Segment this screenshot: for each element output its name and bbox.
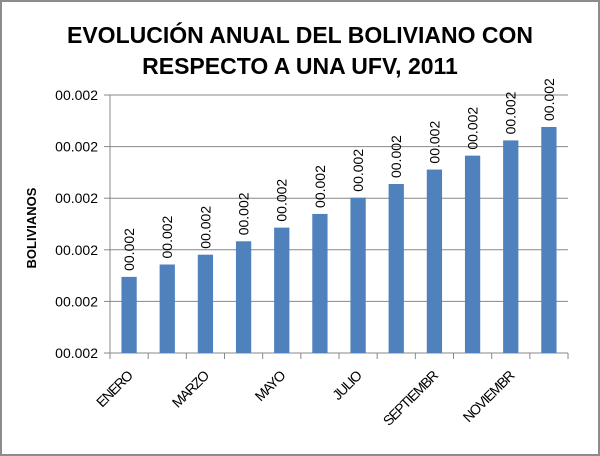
bar-septiembre [426,169,443,353]
y-tick-labels: 00.002 00.002 00.002 00.002 00.002 00.002 [55,87,98,361]
bar-enero [121,276,137,353]
bar-marzo [197,254,214,353]
gridlines [104,94,569,359]
bars [121,126,557,353]
data-label: 00.002 [503,91,519,134]
bar-febrero [159,264,175,353]
x-tick-label: SEPTIEMBR [380,367,442,429]
bar-agosto [388,184,404,353]
y-tick-label: 00.002 [55,139,98,155]
data-label: 00.002 [541,78,557,121]
y-axis-label: BOLIVIANOS [24,187,39,268]
chart-title-line-1: EVOLUCIÓN ANUAL DEL BOLIVIANO CON [67,21,533,48]
bar-junio [312,213,328,353]
data-label: 00.002 [274,179,290,222]
y-tick-label: 00.002 [55,293,98,309]
data-label: 00.002 [197,206,213,249]
bar-abril [235,241,252,353]
chart-title-line-2: RESPECTO A UNA UFV, 2011 [142,53,458,79]
x-tick-label: NOVIEMBR [460,367,518,425]
data-label: 00.002 [426,121,442,164]
data-label: 00.002 [121,228,137,271]
data-label: 00.002 [388,135,404,178]
data-label: 00.002 [236,192,252,235]
bar-mayo [274,227,290,353]
data-label: 00.002 [159,215,175,258]
y-tick-label: 00.002 [55,190,98,206]
y-tick-label: 00.002 [55,345,98,361]
data-labels: 00.002 00.002 00.002 00.002 00.002 00.002 00.0… [121,78,557,271]
data-label: 00.002 [465,107,481,150]
data-label: 00.002 [312,165,328,208]
x-tick-label: MARZO [169,367,213,411]
x-tick-label: ENERO [93,367,136,410]
data-label: 00.002 [350,149,366,192]
y-tick-label: 00.002 [55,242,98,258]
x-tick-labels: ENERO MARZO MAYO JULIO SEPTIEMBR NOVIEMBR [93,367,518,429]
bar-noviembre [503,140,519,353]
x-tick-label: MAYO [252,367,289,404]
bar-diciembre [541,126,557,353]
x-tick-label: JULIO [329,367,365,403]
y-tick-label: 00.002 [55,87,98,103]
bar-octubre [464,155,481,353]
bar-julio [350,197,366,353]
